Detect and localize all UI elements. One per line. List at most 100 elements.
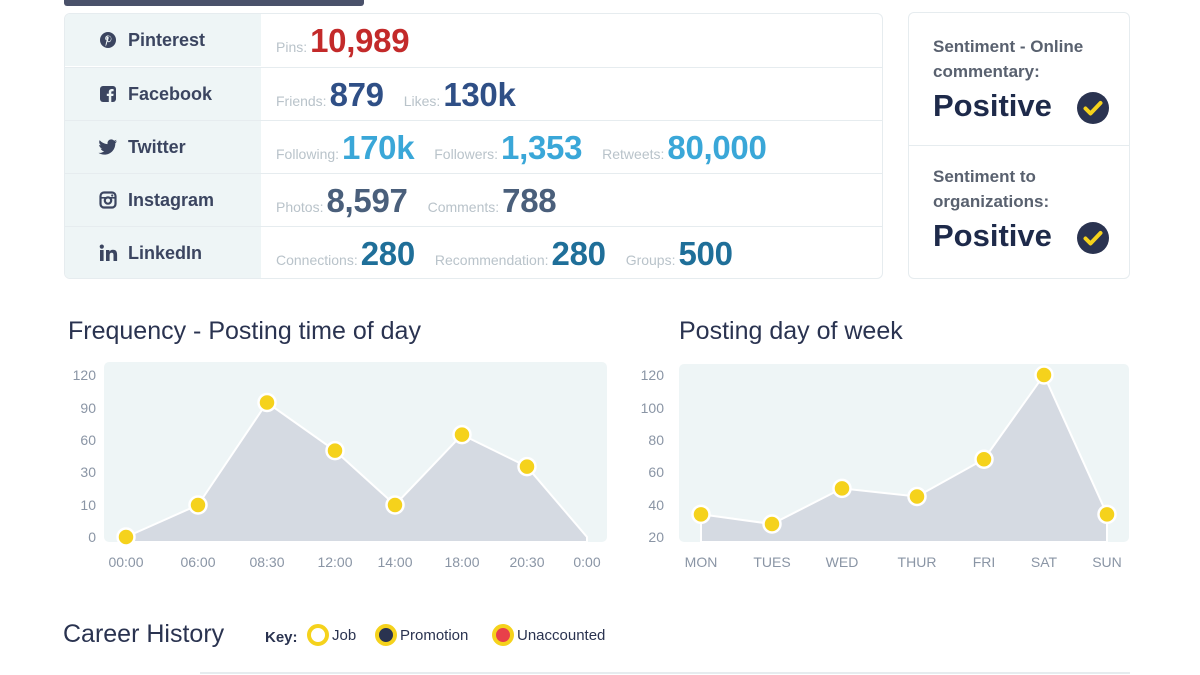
sentiment-label: Sentiment to organizations:	[933, 164, 1049, 214]
y-tick-label: 120	[641, 367, 665, 383]
social-network-name: Facebook	[128, 83, 213, 104]
y-tick-label: 90	[80, 400, 96, 416]
social-row-twitter: Twitter Following: 170k Followers: 1,353 Retw…	[65, 120, 882, 173]
x-tick-label: FRI	[973, 554, 996, 570]
key-item-label: Unaccounted	[517, 626, 606, 644]
social-network-label: Pinterest	[65, 14, 261, 66]
social-network-label: Facebook	[65, 68, 261, 120]
facebook-icon	[98, 84, 118, 104]
social-network-name: LinkedIn	[128, 242, 203, 263]
data-point	[257, 392, 277, 413]
social-network-name: Twitter	[128, 136, 186, 157]
data-point	[691, 504, 711, 525]
stat-item: Recommendation: 280	[435, 235, 606, 273]
sentiment-label-line: Sentiment to	[933, 167, 1036, 186]
check-icon	[1077, 92, 1109, 124]
stat-item: Friends: 879	[276, 76, 384, 114]
key-item-unaccounted: Unaccounted	[492, 624, 605, 646]
sentiment-label: Sentiment - Online commentary:	[933, 34, 1083, 84]
social-stats: Connections: 280 Recommendation: 280 Groups:…	[276, 227, 753, 278]
x-tick-label: 06:00	[180, 554, 215, 570]
stat-item: Retweets: 80,000	[602, 129, 767, 167]
stat-value: 280	[360, 235, 415, 272]
stat-label: Followers:	[434, 146, 499, 162]
chart-title-time-of-day: Frequency - Posting time of day	[68, 317, 421, 345]
social-network-name: Instagram	[128, 189, 215, 210]
x-tick-label: TUES	[753, 554, 790, 570]
key-item-label: Promotion	[400, 626, 469, 644]
y-tick-label: 0	[88, 529, 96, 545]
stat-value: 280	[551, 235, 606, 272]
y-tick-label: 60	[648, 464, 664, 480]
y-tick-label: 100	[641, 400, 665, 416]
sentiment-panel: Sentiment - Online commentary: Positive Sen…	[908, 12, 1130, 279]
stat-value: 1,353	[501, 129, 583, 166]
key-item-job: Job	[307, 624, 356, 646]
stat-value: 10,989	[310, 22, 410, 59]
social-stats: Pins: 10,989	[276, 14, 429, 66]
x-tick-label: SUN	[1092, 554, 1122, 570]
stat-value: 788	[502, 182, 557, 219]
data-point	[1097, 504, 1117, 525]
stat-item: Likes: 130k	[404, 76, 516, 114]
stat-item: Comments: 788	[428, 182, 557, 220]
career-timeline-line	[200, 672, 1130, 674]
x-tick-label: 0:00	[573, 554, 600, 570]
y-tick-label: 80	[648, 432, 664, 448]
y-tick-label: 40	[648, 497, 664, 513]
key-label: Key:	[265, 629, 298, 646]
stat-value: 80,000	[667, 129, 767, 166]
x-tick-label: WED	[826, 554, 859, 570]
sentiment-value: Positive	[933, 88, 1052, 123]
social-network-name: Pinterest	[128, 29, 206, 50]
top-header-fragment	[64, 0, 884, 8]
stat-label: Retweets:	[602, 146, 665, 162]
stat-label: Pins:	[276, 39, 308, 55]
stat-label: Recommendation:	[434, 252, 549, 268]
instagram-icon	[98, 190, 118, 210]
data-point	[325, 440, 345, 461]
stat-value: 8,597	[326, 182, 408, 219]
x-tick-label: MON	[685, 554, 718, 570]
stat-value: 130k	[443, 76, 516, 113]
x-tick-label: 08:30	[249, 554, 284, 570]
key-item-promotion: Promotion	[375, 624, 468, 646]
x-tick-label: 00:00	[108, 554, 143, 570]
stat-label: Groups:	[625, 252, 676, 268]
social-row-instagram: Instagram Photos: 8,597 Comments: 788	[65, 173, 882, 226]
sentiment-label-line: commentary:	[933, 62, 1040, 81]
pinterest-icon	[98, 30, 118, 50]
stat-label: Comments:	[427, 199, 500, 215]
stat-value: 879	[329, 76, 384, 113]
data-point	[385, 495, 405, 515]
social-network-label: Twitter	[65, 121, 261, 173]
x-tick-label: 20:30	[509, 554, 544, 570]
stat-label: Following:	[276, 146, 340, 162]
social-media-stats-table: Pinterest Pins: 10,989 Facebook Friends: 879 L…	[64, 13, 883, 279]
stat-item: Following: 170k	[276, 129, 415, 167]
stat-item: Groups: 500	[626, 235, 733, 273]
key-dot-icon	[307, 624, 329, 646]
check-icon	[1077, 222, 1109, 254]
sentiment-divider	[909, 145, 1129, 146]
linkedin-icon	[98, 243, 118, 263]
stat-value: 170k	[342, 129, 415, 166]
sentiment-label-line: Sentiment - Online	[933, 37, 1084, 56]
data-point	[188, 495, 208, 515]
social-row-pinterest: Pinterest Pins: 10,989	[65, 14, 882, 66]
data-point	[452, 424, 472, 445]
stat-item: Pins: 10,989	[276, 22, 410, 60]
stat-label: Friends:	[276, 93, 327, 109]
stat-item: Followers: 1,353	[434, 129, 582, 167]
x-tick-label: 14:00	[377, 554, 412, 570]
y-tick-label: 10	[80, 497, 96, 513]
x-tick-label: 12:00	[317, 554, 352, 570]
series-area	[700, 373, 1108, 543]
twitter-icon	[98, 137, 118, 157]
x-tick-label: SAT	[1031, 554, 1058, 570]
sentiment-label-line: organizations:	[933, 192, 1050, 211]
data-point	[1034, 365, 1054, 385]
key-item-label: Job	[332, 626, 357, 644]
data-point	[832, 478, 852, 499]
